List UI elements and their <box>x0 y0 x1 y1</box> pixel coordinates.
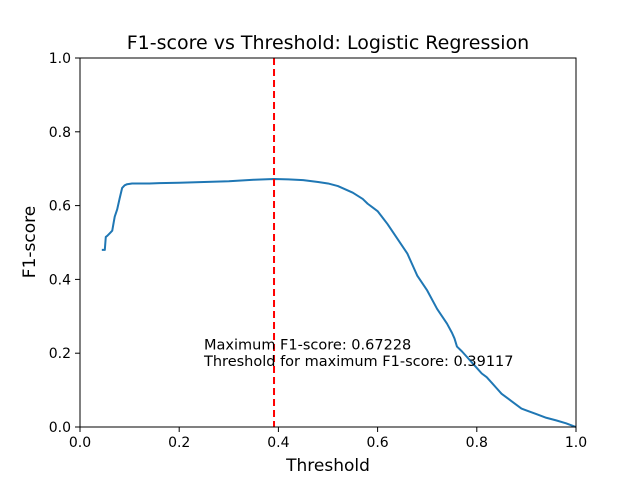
axes-frame <box>79 57 577 428</box>
x-tick-label: 0.4 <box>267 435 289 451</box>
x-tick-label: 0.8 <box>466 435 488 451</box>
axes-border <box>79 57 577 428</box>
y-tick-label: 0.0 <box>49 420 71 436</box>
plot-area <box>101 58 577 428</box>
series-line-0 <box>101 178 577 428</box>
annotation-text: Maximum F1-score: 0.67228 <box>204 338 411 354</box>
x-tick-label: 0.0 <box>69 435 91 451</box>
y-tick-label: 0.6 <box>49 199 71 215</box>
y-tick-label: 1.0 <box>49 51 71 67</box>
x-tick-label: 0.2 <box>168 435 190 451</box>
tick-marks: 0.0 0.2 0.4 0.6 0.8 1.0 0.0 0.2 0.4 0.6 0.8 1.0 <box>49 51 587 451</box>
x-tick-label: 1.0 <box>565 435 587 451</box>
annotation-text: Threshold for maximum F1-score: 0.39117 <box>203 354 514 370</box>
y-tick-label: 0.2 <box>49 346 71 362</box>
y-tick-label: 0.4 <box>49 272 71 288</box>
chart-title: F1-score vs Threshold: Logistic Regressi… <box>127 32 529 54</box>
x-tick-label: 0.6 <box>366 435 388 451</box>
x-axis-label: Threshold <box>285 456 370 476</box>
y-tick-label: 0.8 <box>49 125 71 141</box>
y-axis-label: F1-score <box>20 206 40 278</box>
